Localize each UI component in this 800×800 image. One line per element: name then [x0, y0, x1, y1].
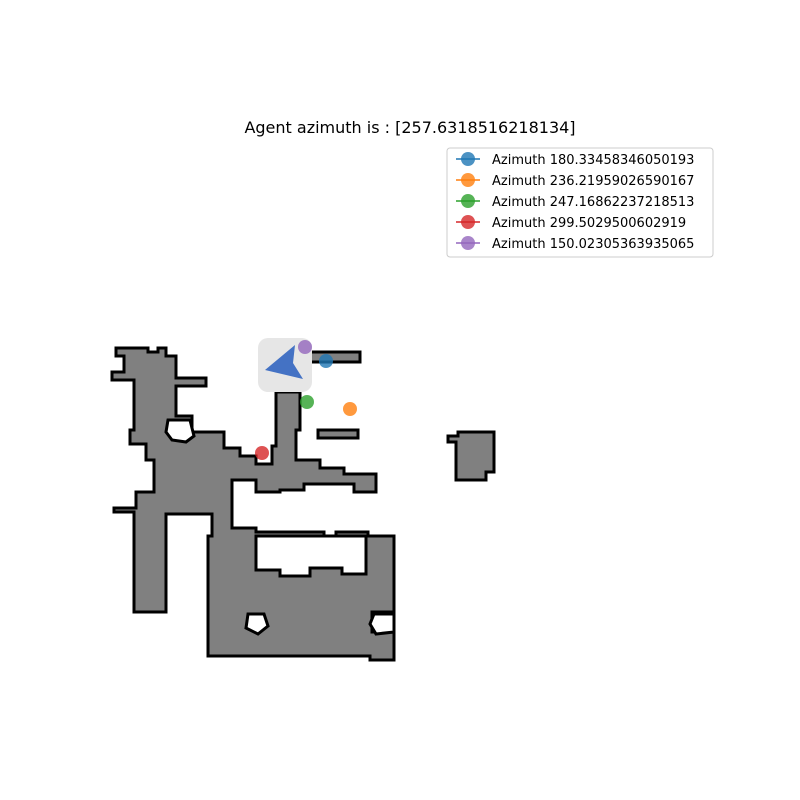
- map-hole: [254, 534, 368, 578]
- data-point-3: [300, 395, 314, 409]
- data-point-1: [319, 354, 333, 368]
- legend-box: [446, 147, 714, 258]
- legend-marker-3: [461, 194, 475, 208]
- occupancy-map: [110, 346, 496, 662]
- agent-marker: [258, 338, 312, 392]
- legend-label-3: Azimuth 247.16862237218513: [492, 195, 694, 210]
- legend-label-5: Azimuth 150.02305363935065: [492, 237, 694, 252]
- azimuth-points: [255, 340, 357, 460]
- legend-label-2: Azimuth 236.21959026590167: [492, 174, 694, 189]
- map-hole: [368, 612, 396, 636]
- map-hole: [244, 612, 270, 636]
- legend-marker-2: [461, 173, 475, 187]
- data-point-5: [298, 340, 312, 354]
- legend-marker-5: [461, 236, 475, 250]
- legend-label-4: Azimuth 299.5029500602919: [492, 216, 686, 231]
- legend-marker-4: [461, 215, 475, 229]
- map-hole: [164, 418, 196, 444]
- data-point-4: [255, 446, 269, 460]
- legend-marker-1: [461, 152, 475, 166]
- map-region-right: [446, 430, 496, 482]
- chart-title: Agent azimuth is : [257.6318516218134]: [244, 118, 575, 137]
- legend: Azimuth 180.33458346050193 Azimuth 236.21…: [446, 147, 714, 258]
- legend-label-1: Azimuth 180.33458346050193: [492, 153, 694, 168]
- map-corridor: [306, 350, 362, 364]
- agent-arrow-icon: [265, 345, 303, 379]
- data-point-2: [343, 402, 357, 416]
- map-corridor: [316, 428, 360, 440]
